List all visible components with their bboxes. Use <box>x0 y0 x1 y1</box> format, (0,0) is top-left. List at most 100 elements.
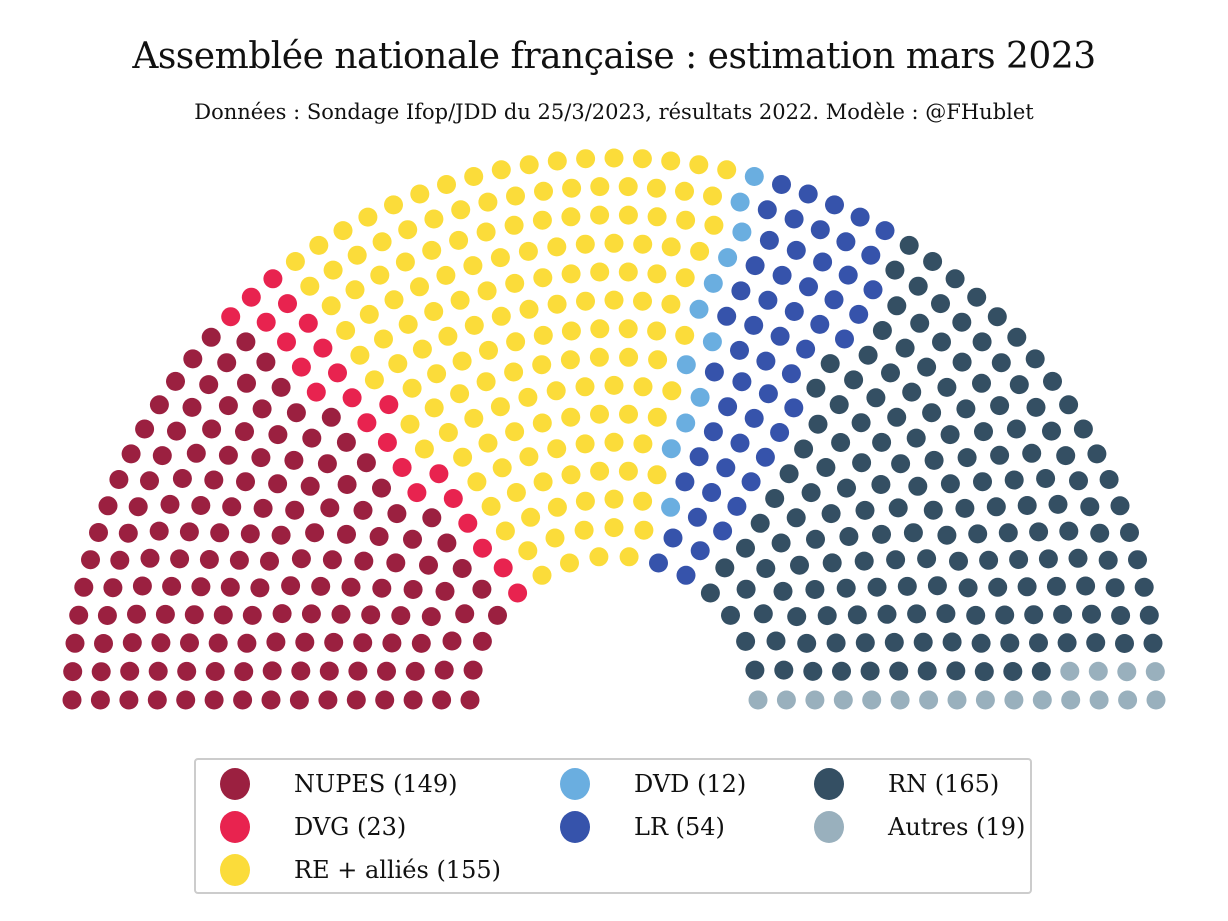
seat-autres <box>1004 690 1024 710</box>
seat-re-alli-s <box>452 351 472 371</box>
seat-rn <box>1003 662 1023 681</box>
seat-re-alli-s <box>633 434 653 454</box>
seat-rn <box>871 475 891 494</box>
seat-lr <box>772 265 792 285</box>
seat-rn <box>1007 327 1027 347</box>
legend-item-rn: RN (165) <box>814 768 999 800</box>
seat-dvg <box>473 538 492 558</box>
seat-dvg <box>241 287 261 307</box>
seat-nupes <box>300 476 320 496</box>
seat-rn <box>787 607 807 627</box>
seat-re-alli-s <box>633 291 652 311</box>
seat-re-alli-s <box>618 205 638 225</box>
seat-nupes <box>74 577 94 597</box>
seat-nupes <box>318 690 338 710</box>
seat-rn <box>756 559 776 578</box>
seat-re-alli-s <box>604 432 624 452</box>
seat-lr <box>796 339 816 359</box>
seat-rn <box>1042 421 1061 441</box>
seat-nupes <box>434 660 454 680</box>
seat-lr <box>758 384 778 404</box>
seat-re-alli-s <box>321 296 341 316</box>
seat-nupes <box>337 475 357 494</box>
seat-re-alli-s <box>604 290 624 310</box>
seat-rn <box>872 321 892 340</box>
seat-re-alli-s <box>689 155 709 175</box>
seat-rn <box>700 583 720 603</box>
seat-lr <box>703 422 723 442</box>
seat-re-alli-s <box>648 350 668 370</box>
seat-rn <box>774 660 794 680</box>
seat-nupes <box>149 521 169 541</box>
seat-rn <box>1048 494 1068 514</box>
seat-dvg <box>291 357 311 377</box>
seat-rn <box>991 353 1011 373</box>
seat-dvg <box>392 458 412 477</box>
seat-re-alli-s <box>633 234 653 254</box>
seat-rn <box>973 472 992 492</box>
seat-lr <box>716 458 736 478</box>
seat-autres <box>919 690 939 710</box>
seat-re-alli-s <box>575 434 595 454</box>
seat-lr <box>718 397 738 417</box>
seat-re-alli-s <box>604 518 624 538</box>
seat-rn <box>917 549 937 569</box>
seat-re-alli-s <box>495 521 515 541</box>
seat-nupes <box>411 633 431 653</box>
seat-nupes <box>488 605 507 625</box>
seat-nupes <box>182 397 202 417</box>
seat-lr <box>784 209 804 229</box>
seat-rn <box>1105 578 1125 598</box>
seat-autres <box>975 690 995 710</box>
seat-rn <box>806 529 825 549</box>
seat-dvg <box>221 307 241 327</box>
seat-nupes <box>97 606 117 625</box>
seat-rn <box>872 432 892 452</box>
seat-nupes <box>266 632 286 652</box>
seat-rn <box>1090 523 1110 543</box>
seat-re-alli-s <box>604 233 624 253</box>
seat-rn <box>957 448 977 468</box>
seat-rn <box>786 508 806 528</box>
seat-re-alli-s <box>519 447 539 467</box>
seat-rn <box>1025 349 1045 369</box>
seat-lr <box>772 175 791 194</box>
seat-nupes <box>118 523 138 543</box>
seat-re-alli-s <box>532 565 552 585</box>
seat-rn <box>801 483 821 503</box>
seat-rn <box>790 555 809 575</box>
seat-rn <box>851 413 871 433</box>
seat-lr <box>730 340 749 360</box>
seat-rn <box>837 478 856 498</box>
seat-re-alli-s <box>618 461 638 481</box>
seat-autres <box>833 690 853 710</box>
seat-rn <box>1038 549 1058 569</box>
seat-re-alli-s <box>395 252 415 272</box>
seat-rn <box>844 370 864 390</box>
seat-rn <box>1087 444 1107 464</box>
seat-re-alli-s <box>414 439 434 459</box>
seat-nupes <box>354 551 374 571</box>
seat-nupes <box>252 399 272 419</box>
seat-nupes <box>386 553 406 573</box>
seat-nupes <box>229 550 249 570</box>
seat-nupes <box>132 576 152 596</box>
legend-label: DVG (23) <box>294 813 407 841</box>
seat-nupes <box>128 497 148 517</box>
seat-re-alli-s <box>491 160 511 180</box>
seat-nupes <box>331 604 351 624</box>
seat-re-alli-s <box>410 184 430 204</box>
seat-lr <box>759 230 779 250</box>
seat-rn <box>1059 521 1079 541</box>
seat-rn <box>1000 633 1020 653</box>
seat-re-alli-s <box>703 186 722 206</box>
seat-lr <box>755 447 775 467</box>
seat-rn <box>949 551 968 571</box>
seat-lr <box>717 306 737 326</box>
seat-lr <box>731 281 751 301</box>
seat-re-alli-s <box>561 465 581 485</box>
seat-nupes <box>405 661 425 681</box>
seat-nupes <box>234 662 254 682</box>
seat-lr <box>784 398 804 418</box>
seat-dvd <box>661 497 681 517</box>
